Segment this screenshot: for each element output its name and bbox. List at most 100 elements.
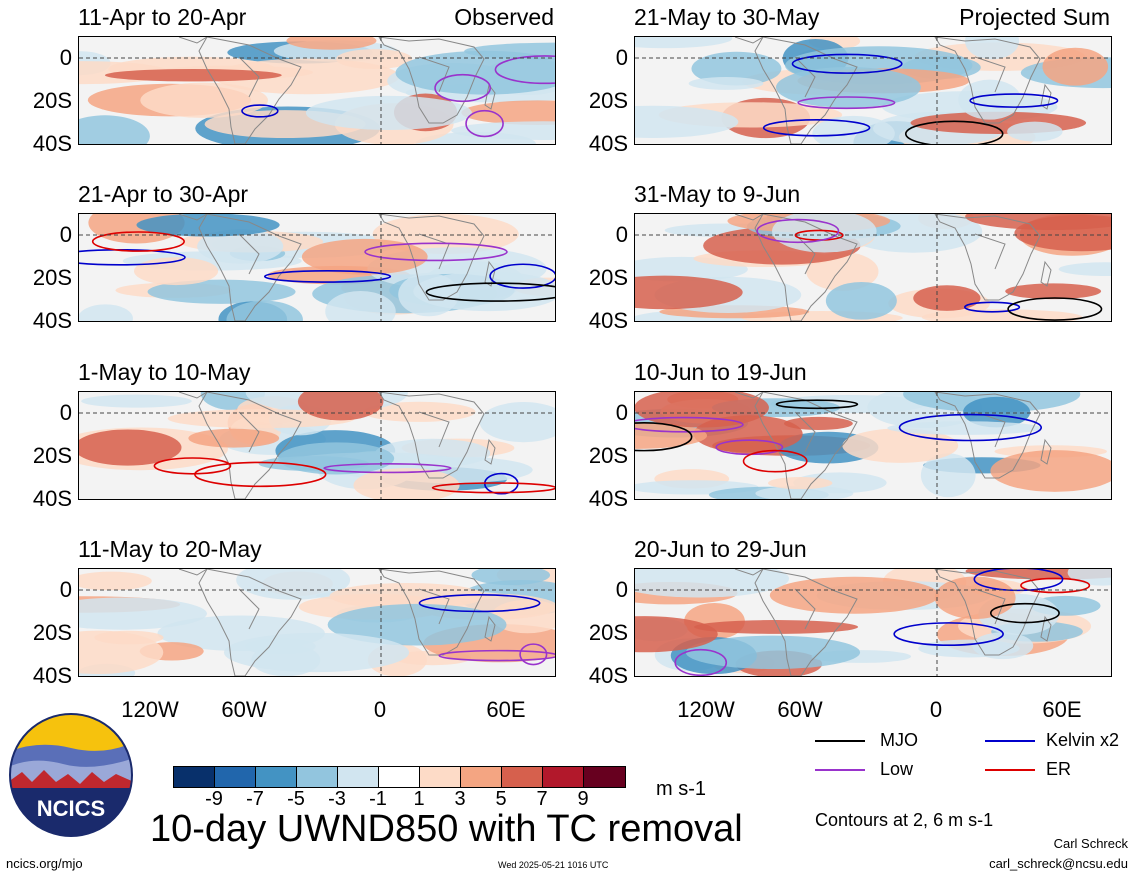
contour-line [364, 242, 508, 262]
anomaly-field [395, 50, 555, 95]
anomaly-field [140, 82, 269, 118]
contour-line [742, 449, 808, 473]
y-tick-label: 20S [588, 620, 628, 645]
y-tick-label: 20S [32, 265, 72, 290]
anomaly-field [79, 304, 133, 321]
colorbar-tick-label: -5 [287, 788, 305, 810]
anomaly-field [635, 37, 733, 49]
coastlines [178, 214, 496, 321]
colorbar-swatch [174, 767, 215, 787]
anomaly-field [635, 392, 769, 428]
anomaly-field [226, 300, 303, 321]
legend-kelvin-label: Kelvin x2 [1046, 730, 1120, 750]
colorbar-tick-label: 9 [577, 788, 589, 810]
y-tick-label: 0 [59, 577, 72, 602]
contour-line [674, 648, 728, 676]
anomaly-field [990, 450, 1111, 492]
anomaly-field [784, 416, 853, 430]
panel-title: 21-May to 30-May [634, 4, 820, 30]
anomaly-field [921, 309, 1083, 321]
y-tick-label: 40S [32, 663, 72, 688]
anomaly-field [775, 66, 921, 108]
y-tick-label: 20S [32, 88, 72, 113]
footer-url[interactable]: ncics.org/mjo [6, 856, 83, 871]
panel-title: 31-May to 9-Jun [634, 181, 801, 207]
colorbar-swatch [543, 767, 584, 787]
colorbar-tick-label: -1 [369, 788, 387, 810]
colorbar-swatch [502, 767, 543, 787]
map-panel [78, 568, 556, 677]
footer-author: Carl Schreck [1053, 836, 1128, 851]
y-tick-label: 40S [32, 486, 72, 511]
y-tick-label: 0 [59, 222, 72, 247]
anomaly-field [972, 632, 1034, 660]
contour-line [635, 416, 744, 433]
contour-line [425, 282, 555, 302]
anomaly-field [635, 105, 739, 138]
contour-line [465, 109, 504, 138]
panel-title: 10-Jun to 19-Jun [634, 359, 807, 385]
anomaly-field [1067, 569, 1111, 586]
colorbar-tick-label: -3 [328, 788, 346, 810]
anomaly-field [812, 115, 895, 144]
x-tick-label: 60E [486, 697, 526, 722]
y-tick-label: 20S [588, 88, 628, 113]
colorbar-tick-label: -9 [205, 788, 223, 810]
colorbar-tick-label: 5 [495, 788, 507, 810]
contour-line [438, 649, 555, 662]
anomaly-field [301, 238, 428, 275]
anomaly-field [136, 214, 280, 237]
contour-line [635, 422, 693, 452]
anomaly-field [963, 396, 1031, 428]
map-panel [78, 391, 556, 500]
contour-line [791, 53, 903, 74]
coastlines [178, 569, 496, 676]
logo-text: NCICS [37, 796, 105, 821]
contour-line [418, 593, 541, 613]
coastlines [734, 214, 1052, 321]
contour-line [489, 263, 555, 289]
contour-line [775, 399, 859, 410]
anomaly-field [1007, 121, 1063, 142]
contour-line [241, 104, 279, 118]
anomaly-field [479, 402, 555, 443]
panel-title: 1-May to 10-May [78, 359, 251, 385]
contour-line [973, 569, 1064, 592]
map-panel [634, 213, 1112, 322]
y-tick-label: 40S [588, 663, 628, 688]
anomaly-field [325, 290, 396, 321]
colorbar-swatch [379, 767, 420, 787]
map-panel [634, 568, 1112, 677]
legend-mjo-label: MJO [880, 730, 918, 750]
chart-title: 10-day UWND850 with TC removal [150, 808, 743, 850]
contour-line [431, 482, 555, 494]
anomaly-field [278, 442, 395, 475]
anomaly-field [188, 428, 280, 448]
contour-line [153, 457, 232, 475]
anomaly-field [694, 620, 859, 634]
colorbar-tick-label: 3 [454, 788, 466, 810]
contour-line [1007, 297, 1103, 321]
ncics-logo: NCICS [8, 712, 134, 838]
colorbar-swatch [256, 767, 297, 787]
map-panel [78, 213, 556, 322]
anomaly-field [79, 571, 152, 591]
contour-line [91, 231, 185, 252]
colorbar-swatch [215, 767, 256, 787]
colorbar-swatch [338, 767, 379, 787]
contour-line [263, 270, 392, 283]
footer-email[interactable]: carl_schreck@ncsu.edu [989, 856, 1128, 871]
anomaly-field [167, 409, 355, 429]
legend-kelvin-line [985, 740, 1035, 742]
coastlines [734, 37, 1052, 144]
contour-line [434, 73, 492, 103]
anomaly-field [958, 79, 1022, 120]
colorbar-swatch [461, 767, 502, 787]
colorbar-tick-label: 7 [536, 788, 548, 810]
x-tick-label: 120W [677, 697, 735, 722]
coastlines [178, 392, 496, 499]
contour-line [893, 622, 1004, 646]
anomaly-field [769, 576, 940, 614]
y-tick-label: 0 [615, 400, 628, 425]
colorbar-swatch [584, 767, 625, 787]
